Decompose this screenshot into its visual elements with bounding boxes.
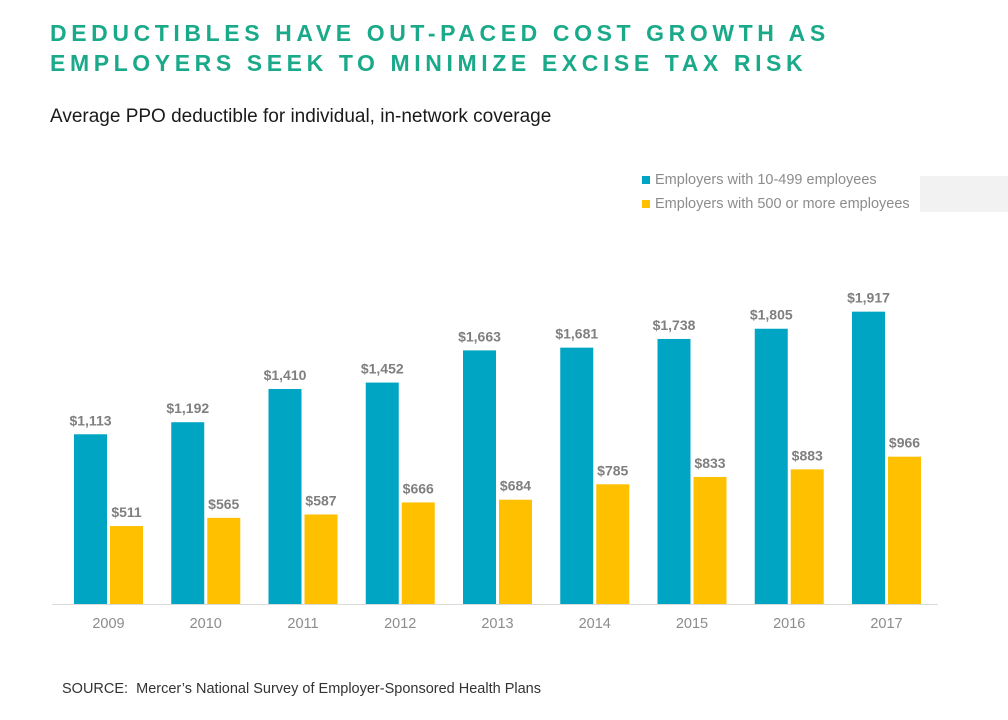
x-tick-label-2014: 2014 (579, 616, 611, 632)
value-label-small-employers-2014: $1,681 (555, 326, 598, 342)
x-tick-label-2013: 2013 (481, 616, 513, 632)
title-line-2: EMPLOYERS SEEK TO MINIMIZE EXCISE TAX RI… (50, 50, 808, 76)
bar-large-employers-2012 (401, 502, 435, 604)
value-label-small-employers-2010: $1,192 (166, 400, 209, 416)
bar-large-employers-2010 (207, 517, 241, 604)
chart-title: DEDUCTIBLES HAVE OUT-PACED COST GROWTH A… (50, 18, 830, 78)
value-label-large-employers-2010: $565 (208, 496, 239, 512)
legend-label-small-employers: Employers with 10-499 employees (655, 172, 877, 188)
value-label-small-employers-2013: $1,663 (458, 328, 501, 344)
legend-swatch-small-employers (642, 176, 650, 184)
x-tick-label-2016: 2016 (773, 616, 805, 632)
value-label-small-employers-2009: $1,113 (69, 412, 111, 428)
value-label-small-employers-2016: $1,805 (750, 307, 793, 323)
x-tick-labels-group: 2009 2010 2011 2012 2013 2014 2015 2016 2017 (92, 616, 902, 632)
value-label-small-employers-2011: $1,410 (264, 367, 307, 383)
source-note: SOURCE: Mercer’s National Survey of Empl… (62, 681, 541, 697)
bar-small-employers-2011 (268, 388, 302, 604)
x-tick-label-2010: 2010 (190, 616, 222, 632)
value-label-large-employers-2016: $883 (792, 447, 823, 463)
x-tick-label-2017: 2017 (870, 616, 902, 632)
x-tick-label-2011: 2011 (287, 616, 318, 632)
x-tick-label-2012: 2012 (384, 616, 416, 632)
bar-small-employers-2016 (754, 328, 788, 604)
bar-small-employers-2015 (657, 338, 691, 604)
value-label-small-employers-2012: $1,452 (361, 361, 404, 377)
bar-large-employers-2013 (499, 499, 532, 604)
value-label-large-employers-2015: $833 (694, 455, 725, 471)
legend: Employers with 10-499 employees Employer… (620, 168, 1008, 214)
bar-large-employers-2017 (888, 456, 921, 604)
value-label-large-employers-2009: $511 (111, 504, 142, 520)
bar-small-employers-2009 (74, 434, 107, 604)
bar-small-employers-2010 (171, 422, 205, 604)
legend-item-large-employers: Employers with 500 or more employees (642, 194, 910, 214)
legend-background (920, 176, 1008, 212)
value-label-large-employers-2013: $684 (500, 478, 531, 494)
legend-swatch-large-employers (642, 200, 650, 208)
bar-large-employers-2009 (110, 526, 143, 604)
bar-small-employers-2017 (852, 311, 885, 604)
bar-large-employers-2011 (304, 514, 338, 604)
bar-small-employers-2012 (365, 382, 399, 604)
chart-subtitle: Average PPO deductible for individual, i… (50, 106, 552, 127)
value-label-large-employers-2012: $666 (403, 480, 434, 496)
bar-large-employers-2014 (596, 484, 630, 604)
legend-item-small-employers: Employers with 10-499 employees (642, 170, 877, 190)
bar-large-employers-2016 (790, 469, 824, 604)
value-label-small-employers-2015: $1,738 (653, 317, 696, 333)
legend-label-large-employers: Employers with 500 or more employees (655, 196, 910, 212)
title-line-1: DEDUCTIBLES HAVE OUT-PACED COST GROWTH A… (50, 20, 830, 46)
x-tick-label-2015: 2015 (676, 616, 708, 632)
bar-small-employers-2013 (463, 350, 496, 604)
value-label-large-employers-2014: $785 (597, 462, 628, 478)
bar-large-employers-2015 (693, 476, 727, 604)
value-label-large-employers-2017: $966 (889, 435, 920, 451)
value-labels-group: $1,113 $511 $1,192 $565 $1,410 $587 $1,452 $666… (69, 290, 920, 520)
bar-small-employers-2014 (560, 347, 594, 604)
value-label-small-employers-2017: $1,917 (847, 290, 890, 306)
value-label-large-employers-2011: $587 (305, 492, 336, 508)
x-tick-label-2009: 2009 (92, 616, 124, 632)
bars-group (74, 311, 921, 604)
